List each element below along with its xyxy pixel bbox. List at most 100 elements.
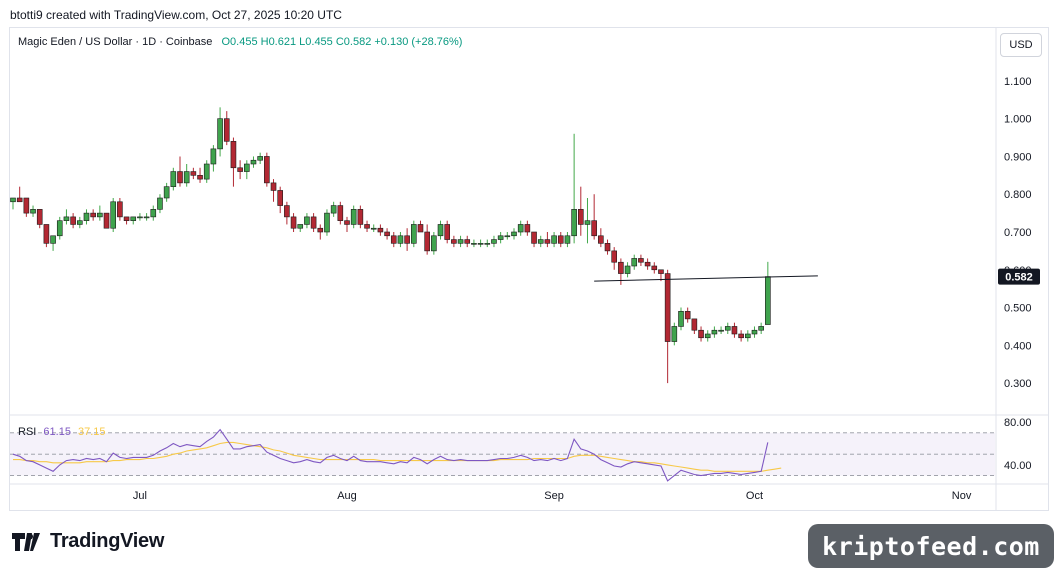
candle-body — [330, 205, 337, 214]
candle-body — [577, 209, 584, 225]
candle-body — [43, 224, 50, 244]
candle-body — [30, 209, 36, 214]
symbol-name: Magic Eden / US Dollar · 1D · Coinbase — [18, 36, 213, 48]
candle-body — [457, 239, 464, 244]
price-tick-label: 0.400 — [1004, 340, 1032, 352]
candle-body — [83, 212, 90, 221]
candle-body — [678, 311, 684, 327]
candle-body — [304, 216, 310, 225]
rsi-tick-label: 40.00 — [1004, 460, 1032, 472]
candle-body — [497, 235, 504, 240]
time-tick-label: Sep — [544, 490, 564, 502]
candle-body — [471, 243, 477, 245]
horizontal-trendline[interactable] — [594, 275, 818, 282]
candle-body — [203, 163, 210, 180]
tradingview-logo-icon — [12, 532, 40, 551]
candle-body — [724, 326, 731, 331]
candle-body — [711, 329, 718, 335]
candle-body — [110, 201, 116, 229]
price-tick-label: 0.500 — [1004, 303, 1032, 315]
candle-body — [464, 239, 471, 244]
candle-body — [644, 261, 651, 267]
candle-body — [90, 212, 96, 218]
candle-body — [177, 171, 183, 184]
candle-body — [77, 220, 83, 225]
candle-body — [364, 224, 370, 229]
candle-body — [377, 227, 384, 233]
symbol-legend[interactable]: Magic Eden / US Dollar · 1D · Coinbase O… — [18, 36, 462, 48]
candle-body — [431, 235, 437, 252]
candle-body — [384, 231, 390, 237]
candle-body — [591, 220, 597, 237]
candle-body — [404, 235, 410, 244]
candle-body — [537, 239, 544, 244]
tradingview-brand: TradingView — [50, 530, 165, 552]
candle-body — [658, 269, 664, 274]
price-tick-label: 0.800 — [1004, 189, 1032, 201]
ohlc-values: O0.455 H0.621 L0.455 C0.582 +0.130 (+28.… — [221, 36, 463, 48]
tradingview-logo[interactable]: TradingView — [12, 530, 164, 553]
candle-body — [70, 216, 76, 225]
candle-body — [765, 276, 771, 325]
candle-body — [531, 231, 537, 244]
candle-body — [137, 216, 143, 219]
candle-body — [143, 216, 150, 219]
price-tick-label: 1.100 — [1004, 76, 1032, 88]
candle-body — [444, 224, 451, 240]
candle-body — [517, 224, 524, 233]
candle-body — [123, 216, 130, 221]
candle-body — [36, 209, 43, 225]
candle-body — [758, 326, 764, 331]
candle-body — [244, 163, 250, 172]
chart-panel — [9, 27, 1049, 511]
candle-body — [370, 227, 377, 230]
candle-body — [197, 175, 203, 180]
candle-body — [651, 265, 658, 271]
candle-body — [217, 118, 223, 150]
candle-body — [163, 186, 170, 199]
candle-body — [56, 220, 63, 237]
time-tick-label: Jul — [133, 490, 147, 502]
candle-body — [277, 190, 284, 206]
time-axis: Jul Aug Sep Oct Nov — [133, 490, 972, 502]
time-tick-label: Nov — [952, 490, 972, 502]
price-chart[interactable]: 1.1001.0000.9000.8000.7000.6000.5000.400… — [0, 0, 1057, 511]
candle-body — [264, 156, 270, 184]
candle-body — [557, 235, 564, 244]
currency-button[interactable]: USD — [1000, 33, 1042, 57]
last-price-label: 0.582 — [1005, 272, 1033, 284]
candle-body — [491, 239, 497, 244]
price-tick-label: 0.900 — [1004, 151, 1032, 163]
candle-body — [671, 326, 678, 342]
candle-body — [170, 171, 177, 187]
last-price-tag: 0.582 — [998, 268, 1040, 285]
candle-body — [551, 235, 557, 244]
candle-body — [751, 329, 758, 335]
rsi-legend[interactable]: RSI 61.15 37.15 — [18, 426, 106, 438]
candle-body — [23, 197, 30, 214]
candle-body — [250, 159, 257, 165]
candle-body — [190, 171, 197, 176]
candle-body — [451, 239, 457, 244]
candle-body — [237, 167, 243, 172]
candle-body — [257, 156, 263, 161]
candle-body — [604, 243, 611, 252]
candle-body — [524, 224, 531, 233]
candle-body — [103, 212, 110, 229]
candle-body — [357, 209, 364, 225]
chart-credit: btotti9 created with TradingView.com, Oc… — [10, 8, 342, 22]
candle-body — [63, 216, 70, 221]
candle-body — [511, 231, 517, 237]
rsi-line — [12, 428, 769, 482]
rsi-value: 61.15 — [43, 426, 71, 438]
candle-body — [16, 197, 23, 203]
candle-body — [504, 235, 511, 238]
trendline-layer[interactable] — [594, 275, 818, 282]
candle-body — [638, 258, 644, 263]
candle-body — [284, 205, 290, 218]
price-tick-label: 0.700 — [1004, 227, 1032, 239]
candle-body — [157, 197, 163, 210]
time-tick-label: Oct — [746, 490, 763, 502]
candle-body — [50, 235, 56, 244]
rsi-pane: 80.00 40.00 — [10, 417, 1032, 482]
